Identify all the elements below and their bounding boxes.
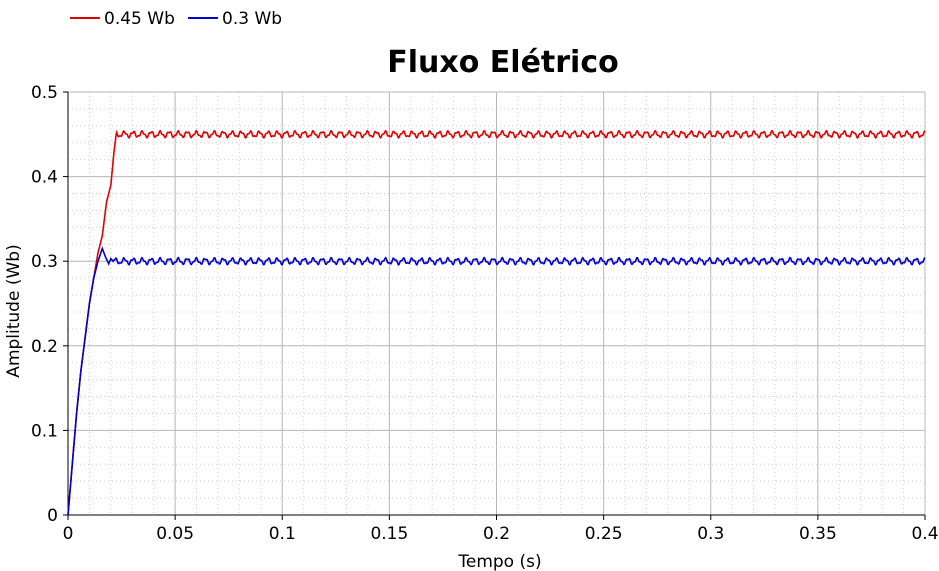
axes: 0 0.05 0.1 0.15 0.2 0.25 0.3 0.35 0.4 0 0.1 0.2 0.3 0…	[31, 83, 939, 544]
series	[67, 129, 926, 516]
y-tick-label: 0	[47, 506, 58, 526]
legend-label-2: 0.3 Wb	[222, 9, 282, 29]
x-tick-label: 0.1	[269, 524, 296, 544]
chart-title: Fluxo Elétrico	[387, 45, 618, 80]
y-axis-label: Amplitude (Wb)	[4, 244, 24, 377]
x-tick-label: 0	[63, 524, 74, 544]
y-tick-label: 0.1	[31, 421, 58, 441]
x-tick-label: 0.05	[156, 524, 194, 544]
x-tick-label: 0.15	[370, 524, 408, 544]
y-tick-label: 0.5	[31, 83, 58, 103]
x-tick-label: 0.3	[697, 524, 724, 544]
y-tick-label: 0.4	[31, 168, 58, 188]
legend-label-1: 0.45 Wb	[104, 9, 175, 29]
series-line-1	[67, 129, 926, 516]
y-tick-label: 0.3	[31, 252, 58, 272]
x-tick-label: 0.2	[483, 524, 510, 544]
x-tick-label: 0.4	[911, 524, 938, 544]
x-tick-label: 0.35	[799, 524, 837, 544]
x-axis-label: Tempo (s)	[457, 552, 541, 571]
series-line-2	[67, 246, 926, 516]
legend: 0.45 Wb 0.3 Wb	[70, 9, 282, 29]
y-tick-label: 0.2	[31, 337, 58, 357]
grid	[67, 91, 926, 516]
x-tick-label: 0.25	[585, 524, 623, 544]
